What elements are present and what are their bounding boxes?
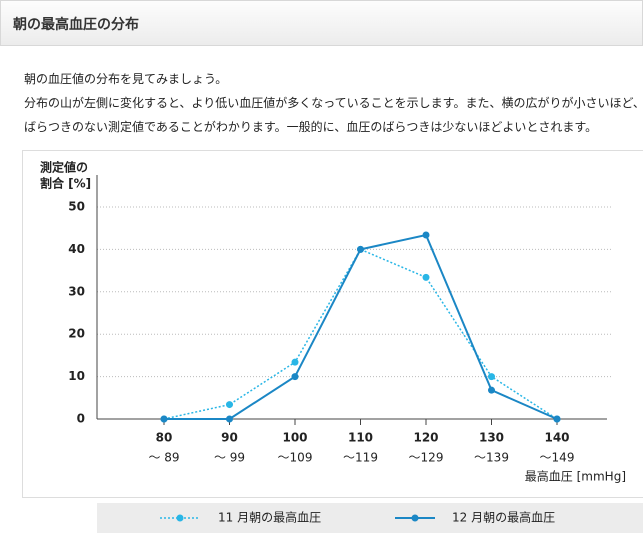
intro-line: 分布の山が左側に変化すると、より低い血圧値が多くなっていることを示します。また、… — [24, 96, 643, 110]
point — [160, 415, 168, 423]
x-tick-label: 140 — [544, 431, 569, 445]
x-tick-label: 130 — [479, 431, 504, 445]
x-tick-label: ～129 — [409, 451, 444, 465]
point — [488, 386, 495, 394]
y-axis-label: 測定値の — [40, 160, 88, 175]
y-tick-label: 50 — [68, 200, 85, 214]
x-tick-label: ～ 99 — [214, 451, 245, 465]
point — [488, 373, 495, 381]
point — [422, 273, 430, 281]
point — [291, 358, 299, 366]
header: 朝の最高血圧の分布 — [0, 0, 643, 46]
x-tick-label: 120 — [413, 431, 438, 445]
x-tick-label: 80 — [156, 431, 173, 445]
x-tick-label: 110 — [348, 431, 373, 445]
chart-frame — [22, 150, 643, 498]
x-tick-label: ～109 — [278, 451, 313, 465]
y-tick-label: 0 — [77, 412, 85, 426]
y-tick-label: 20 — [68, 327, 85, 341]
y-axis-label: 割合 [%] — [40, 176, 91, 191]
x-tick-label: ～149 — [540, 451, 575, 465]
point — [291, 373, 299, 381]
legend-marker — [176, 514, 184, 522]
intro-line: ばらつきのない測定値であることがわかります。一般的に、血圧のばらつきは少ないほど… — [24, 120, 598, 134]
x-tick-label: 90 — [221, 431, 238, 445]
legend-label: 12 月朝の最高血圧 — [452, 510, 555, 525]
header-title: 朝の最高血圧の分布 — [13, 17, 139, 33]
point — [357, 245, 364, 253]
y-tick-label: 10 — [68, 369, 85, 383]
series-line — [164, 233, 558, 420]
point — [422, 231, 430, 239]
point — [226, 401, 233, 409]
x-tick-label: ～ 89 — [148, 451, 179, 465]
legend-marker — [411, 514, 419, 522]
y-tick-label: 30 — [68, 284, 85, 298]
x-tick-label: 100 — [282, 431, 307, 445]
x-axis-label: 最高血圧 [mmHg] — [525, 469, 626, 484]
y-tick-label: 40 — [68, 242, 85, 256]
legend-label: 11 月朝の最高血圧 — [218, 510, 321, 525]
x-tick-label: ～139 — [474, 451, 509, 465]
x-tick-label: ～119 — [343, 451, 378, 465]
intro-line: 朝の血圧値の分布を見てみましょう。 — [24, 72, 228, 86]
point — [226, 415, 233, 423]
point — [553, 415, 561, 423]
